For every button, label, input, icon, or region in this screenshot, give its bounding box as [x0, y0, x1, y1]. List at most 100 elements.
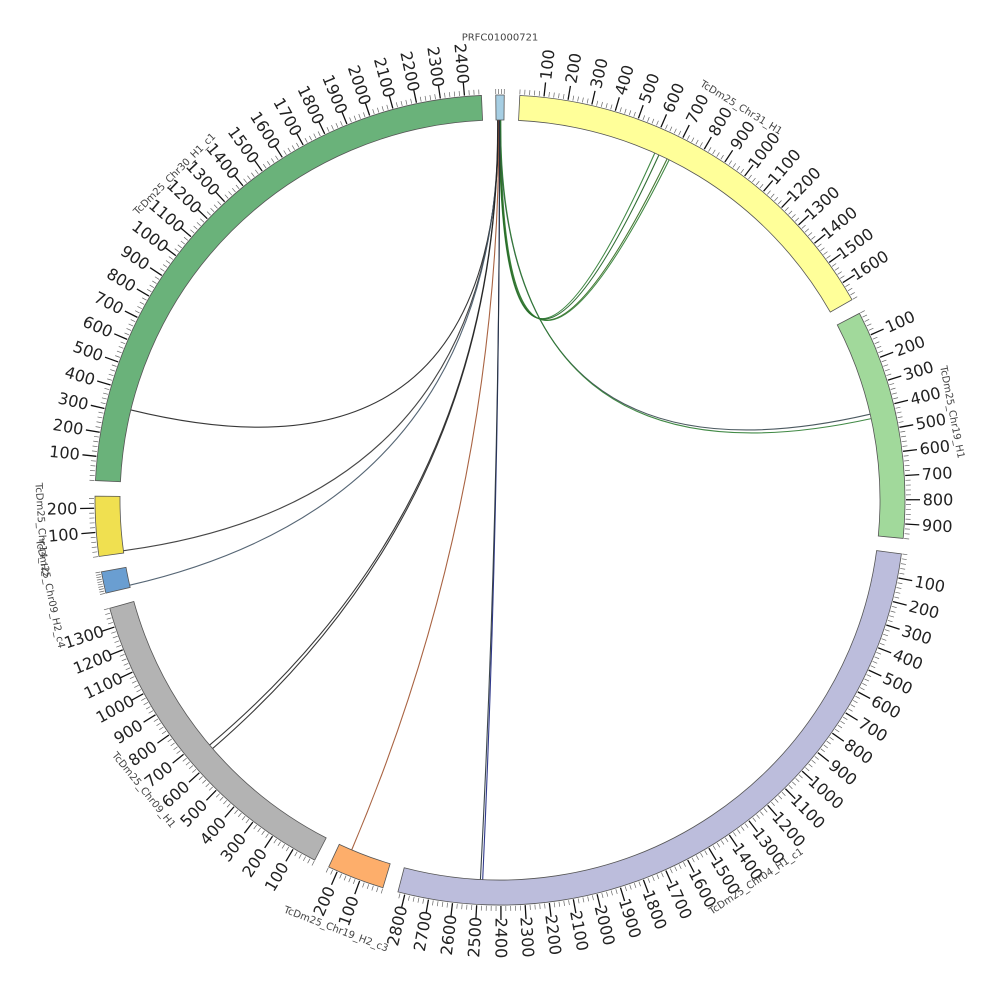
minor-tick [91, 541, 97, 544]
minor-tick [720, 154, 724, 160]
major-tick [798, 214, 810, 226]
major-tick [172, 753, 184, 764]
minor-tick [271, 158, 275, 163]
minor-tick [114, 640, 120, 643]
minor-tick [456, 903, 458, 909]
tick-label: 400 [908, 383, 942, 409]
minor-tick [837, 724, 843, 729]
minor-tick [647, 877, 651, 883]
minor-tick [661, 872, 664, 878]
major-tick [388, 94, 394, 109]
minor-tick [348, 877, 351, 883]
tick-label: 100 [48, 442, 80, 464]
tick-label: 200 [47, 499, 78, 519]
minor-tick [137, 306, 143, 310]
minor-tick [92, 551, 98, 553]
tick-label: 2100 [566, 909, 592, 952]
tick-label: 700 [682, 91, 713, 127]
minor-tick [93, 440, 99, 443]
tick-label: 2600 [437, 914, 461, 957]
major-tick [591, 90, 596, 105]
tick-label: 700 [921, 463, 953, 484]
minor-tick [850, 704, 856, 708]
minor-tick [852, 296, 858, 300]
minor-tick [760, 811, 764, 816]
major-tick [330, 871, 338, 885]
tick-label: 500 [914, 410, 947, 434]
minor-tick [254, 169, 259, 175]
minor-tick [725, 837, 729, 843]
minor-tick [778, 795, 783, 800]
major-tick [233, 174, 244, 187]
tick-label: 2300 [516, 916, 537, 958]
minor-tick [894, 596, 900, 599]
minor-tick [128, 323, 134, 327]
segment-label-chr19h2: TcDm25_Chr19_H2_c3 [281, 904, 390, 954]
minor-tick [891, 605, 897, 608]
major-tick [567, 85, 572, 100]
minor-tick [198, 776, 203, 781]
minor-tick [283, 150, 287, 155]
major-tick [748, 820, 759, 833]
minor-tick [656, 120, 659, 126]
minor-tick [192, 768, 197, 773]
tick-label: 300 [586, 56, 611, 90]
minor-tick [548, 91, 550, 97]
major-tick [475, 905, 478, 920]
minor-tick [98, 585, 104, 588]
minor-tick [862, 682, 867, 686]
minor-tick [108, 622, 114, 625]
major-tick [744, 164, 754, 177]
minor-tick [896, 587, 902, 589]
minor-tick [275, 155, 279, 161]
segment-prfc [495, 94, 505, 121]
minor-tick [277, 841, 281, 847]
minor-tick [577, 96, 579, 102]
minor-tick [146, 288, 152, 293]
minor-tick [902, 553, 908, 556]
minor-tick [352, 879, 356, 885]
minor-tick [208, 786, 213, 791]
minor-tick [669, 868, 673, 874]
minor-tick [234, 809, 238, 814]
minor-tick [446, 902, 449, 908]
minor-tick [651, 118, 655, 124]
minor-tick [820, 748, 825, 753]
major-tick [637, 104, 644, 119]
link-prfc-chr09h2 [129, 120, 499, 586]
minor-tick [302, 856, 306, 862]
minor-tick [691, 137, 695, 143]
minor-tick [784, 207, 789, 212]
minor-tick [156, 722, 161, 727]
minor-tick [900, 430, 906, 433]
major-tick [274, 145, 283, 158]
minor-tick [582, 897, 585, 903]
major-tick [892, 601, 907, 606]
minor-tick [881, 638, 887, 641]
minor-tick [115, 355, 120, 358]
minor-tick [93, 435, 99, 438]
tick-label: 300 [899, 621, 934, 648]
minor-tick [103, 608, 109, 611]
tick-label: 200 [51, 415, 84, 439]
minor-tick [883, 364, 889, 367]
major-tick [462, 81, 466, 96]
minor-tick [298, 853, 302, 859]
minor-tick [200, 218, 205, 223]
minor-tick [206, 211, 211, 216]
minor-tick [349, 117, 352, 123]
minor-tick [606, 891, 609, 897]
tick-label: 2100 [370, 55, 399, 99]
minor-tick [103, 392, 109, 395]
tick-label: 500 [71, 337, 106, 365]
minor-tick [817, 243, 822, 248]
minor-tick [814, 756, 819, 760]
minor-tick [398, 893, 401, 899]
major-tick [524, 905, 527, 920]
tick-label: 100 [334, 893, 362, 928]
minor-tick [307, 858, 311, 864]
minor-tick [864, 678, 870, 682]
minor-tick [241, 815, 246, 821]
minor-tick [777, 200, 782, 205]
minor-tick [377, 107, 380, 113]
